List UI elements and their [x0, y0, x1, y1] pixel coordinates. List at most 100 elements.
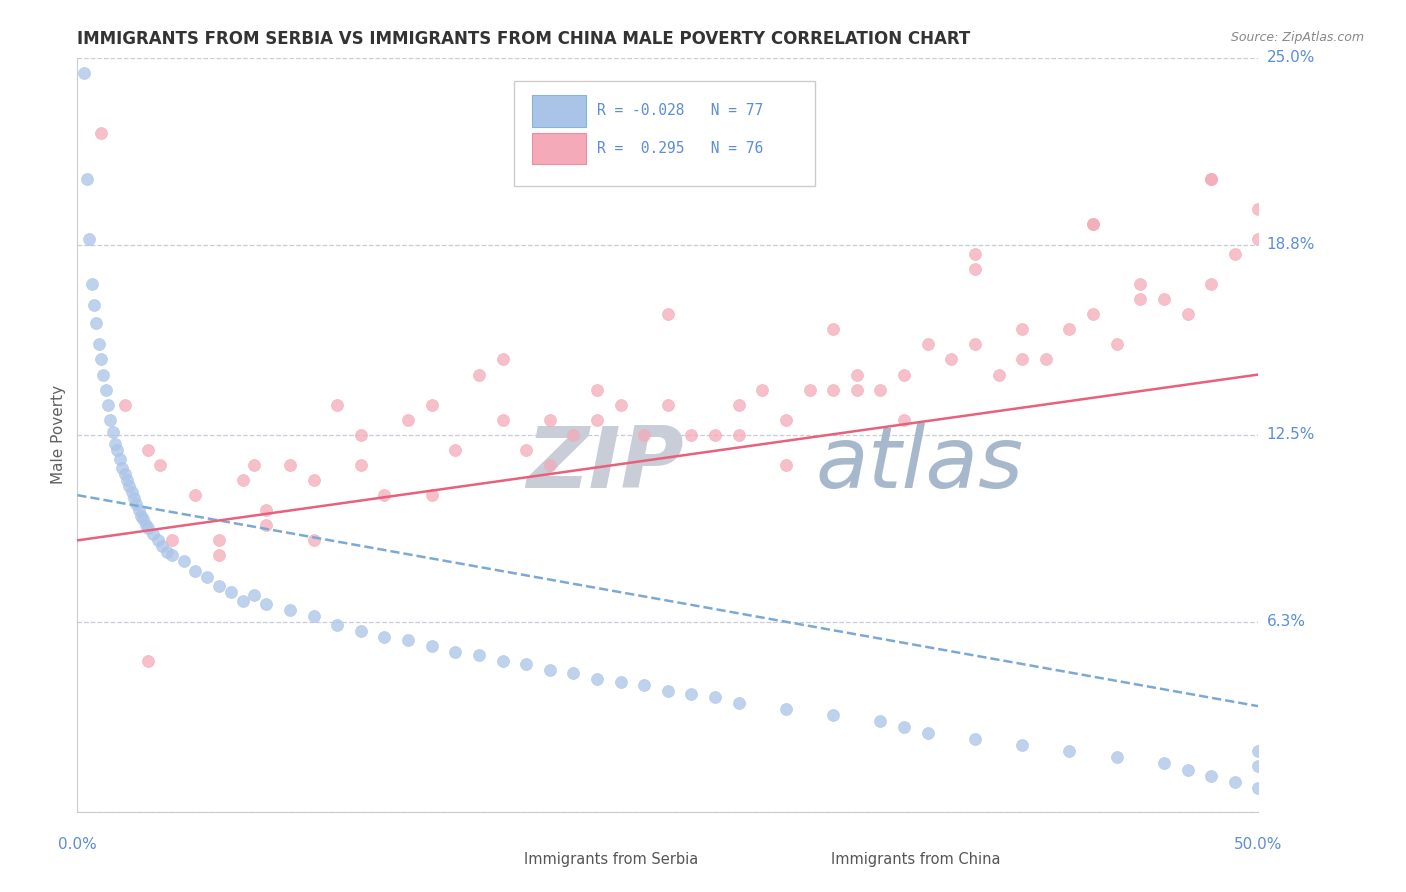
Point — [987, 368, 1010, 382]
Text: atlas: atlas — [815, 424, 1024, 507]
Point — [468, 368, 491, 382]
Point — [869, 714, 891, 729]
Point — [562, 666, 585, 681]
Point — [125, 497, 148, 511]
Point — [538, 458, 561, 472]
Point — [302, 533, 325, 548]
Point — [80, 277, 103, 291]
Point — [350, 458, 373, 472]
Point — [350, 624, 373, 638]
Point — [326, 398, 349, 412]
Text: Immigrants from China: Immigrants from China — [831, 853, 1000, 867]
Text: ZIP: ZIP — [526, 424, 683, 507]
Point — [114, 398, 136, 412]
Point — [823, 383, 845, 397]
Point — [114, 467, 136, 481]
Point — [491, 413, 513, 427]
Point — [396, 413, 419, 427]
Point — [586, 413, 609, 427]
Point — [115, 473, 138, 487]
Point — [657, 307, 679, 321]
Point — [184, 564, 207, 578]
FancyBboxPatch shape — [478, 851, 513, 873]
Point — [1081, 217, 1104, 231]
Point — [420, 639, 443, 653]
Point — [73, 66, 96, 80]
Point — [515, 442, 537, 457]
Text: R = -0.028   N = 77: R = -0.028 N = 77 — [598, 103, 763, 119]
Point — [90, 352, 112, 367]
Text: IMMIGRANTS FROM SERBIA VS IMMIGRANTS FROM CHINA MALE POVERTY CORRELATION CHART: IMMIGRANTS FROM SERBIA VS IMMIGRANTS FRO… — [77, 30, 970, 48]
Point — [1177, 763, 1199, 777]
Point — [1081, 307, 1104, 321]
Point — [101, 425, 124, 439]
Point — [1129, 292, 1152, 306]
Point — [586, 383, 609, 397]
Point — [657, 684, 679, 698]
Point — [917, 337, 939, 351]
Point — [941, 352, 963, 367]
Text: 25.0%: 25.0% — [1267, 51, 1315, 65]
Point — [1011, 322, 1033, 336]
Point — [87, 337, 110, 351]
Point — [94, 383, 117, 397]
Point — [681, 687, 703, 701]
Point — [160, 549, 183, 563]
Point — [160, 533, 183, 548]
Point — [232, 593, 254, 607]
Point — [76, 171, 98, 186]
Point — [845, 368, 868, 382]
Y-axis label: Male Poverty: Male Poverty — [51, 385, 66, 484]
Point — [100, 413, 122, 427]
Point — [657, 398, 679, 412]
Text: R =  0.295   N = 76: R = 0.295 N = 76 — [598, 141, 763, 156]
Point — [963, 247, 986, 261]
Point — [243, 588, 266, 602]
Text: 18.8%: 18.8% — [1267, 237, 1315, 252]
Point — [1223, 774, 1246, 789]
Point — [219, 584, 242, 599]
Point — [1105, 750, 1128, 764]
Point — [963, 337, 986, 351]
Point — [77, 232, 100, 246]
Point — [1223, 247, 1246, 261]
Point — [1247, 759, 1270, 773]
Point — [751, 383, 773, 397]
Point — [869, 383, 891, 397]
Point — [823, 708, 845, 723]
Point — [136, 521, 159, 535]
Point — [156, 545, 179, 559]
Point — [136, 654, 159, 668]
Point — [633, 427, 655, 442]
Point — [128, 503, 150, 517]
Point — [1199, 171, 1222, 186]
Text: 12.5%: 12.5% — [1267, 427, 1315, 442]
Point — [83, 298, 105, 312]
Point — [278, 603, 301, 617]
Point — [468, 648, 491, 662]
Point — [254, 518, 277, 533]
Point — [1247, 744, 1270, 758]
Point — [727, 427, 749, 442]
Text: Source: ZipAtlas.com: Source: ZipAtlas.com — [1230, 31, 1364, 45]
Point — [1153, 756, 1175, 771]
Point — [727, 398, 749, 412]
Point — [1081, 217, 1104, 231]
Point — [146, 533, 169, 548]
Point — [586, 672, 609, 686]
Point — [208, 578, 231, 592]
FancyBboxPatch shape — [785, 851, 820, 873]
Point — [97, 398, 120, 412]
Point — [396, 632, 419, 647]
Point — [444, 645, 467, 659]
Point — [208, 533, 231, 548]
Point — [1011, 739, 1033, 753]
Point — [775, 702, 797, 716]
Point — [142, 527, 165, 541]
Point — [254, 503, 277, 517]
Point — [1199, 277, 1222, 291]
Point — [350, 427, 373, 442]
Point — [893, 413, 915, 427]
Point — [1059, 322, 1081, 336]
Text: 6.3%: 6.3% — [1267, 615, 1306, 629]
